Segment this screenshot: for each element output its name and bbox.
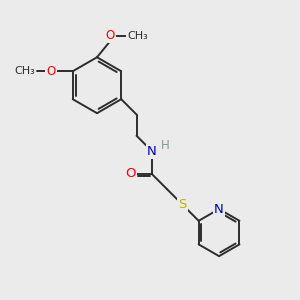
Text: CH₃: CH₃: [14, 66, 35, 76]
Text: N: N: [214, 202, 224, 215]
Text: O: O: [106, 29, 115, 42]
Text: N: N: [147, 145, 157, 158]
Text: S: S: [178, 198, 187, 211]
Text: O: O: [47, 65, 56, 78]
Text: H: H: [161, 139, 170, 152]
Text: CH₃: CH₃: [127, 31, 148, 41]
Text: O: O: [125, 167, 136, 181]
